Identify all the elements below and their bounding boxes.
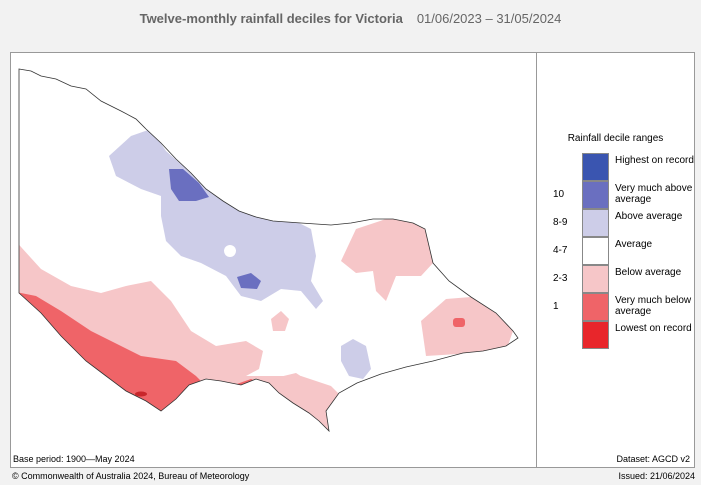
map-title: Twelve-monthly rainfall deciles for Vict… (0, 11, 701, 26)
above-average-gippsland (341, 339, 371, 379)
legend-swatch (582, 321, 609, 349)
very-much-below-east (453, 318, 465, 327)
legend-swatch (582, 237, 609, 265)
very-much-above-central (237, 273, 261, 289)
copyright: © Commonwealth of Australia 2024, Bureau… (12, 471, 250, 481)
legend-item: 2-3 Below average (537, 265, 694, 293)
map-panel: Rainfall decile ranges Highest on record… (10, 52, 695, 468)
legend-code: 2-3 (553, 273, 568, 284)
lowest-spot (135, 391, 147, 397)
below-average-central (271, 311, 289, 331)
legend-item: 10 Very much above average (537, 181, 694, 209)
legend-code: 10 (553, 189, 565, 200)
legend-item: Lowest on record (537, 321, 694, 349)
below-average-northeast (341, 216, 433, 301)
legend-label: Very much above average (615, 183, 693, 205)
legend-label: Average (615, 239, 653, 250)
dataset: Dataset: AGCD v2 (616, 454, 690, 464)
above-average-north (109, 129, 323, 309)
legend-label: Lowest on record (615, 323, 692, 334)
legend-label: Below average (615, 267, 682, 278)
legend: Rainfall decile ranges Highest on record… (537, 53, 694, 467)
legend-code: 1 (553, 301, 559, 312)
legend-swatch (582, 209, 609, 237)
legend-item: 8-9 Above average (537, 209, 694, 237)
issued-date: Issued: 21/06/2024 (618, 471, 695, 481)
legend-code: 4-7 (553, 245, 568, 256)
legend-swatch (582, 181, 609, 209)
legend-swatch (582, 293, 609, 321)
base-period: Base period: 1900—May 2024 (13, 454, 135, 464)
legend-label: Very much below average (615, 295, 692, 317)
victoria-map (11, 53, 537, 467)
legend-swatch (582, 153, 609, 181)
legend-label: Above average (615, 211, 683, 222)
legend-code: 8-9 (553, 217, 568, 228)
legend-label: Highest on record (615, 155, 694, 166)
very-much-above-north (169, 169, 209, 201)
below-average-east (421, 297, 513, 356)
period-text: 01/06/2023 – 31/05/2024 (416, 11, 562, 26)
title-text: Twelve-monthly rainfall deciles for Vict… (139, 11, 403, 26)
legend-item: Highest on record (537, 153, 694, 181)
legend-title: Rainfall decile ranges (567, 133, 664, 144)
legend-item: 4-7 Average (537, 237, 694, 265)
legend-item: 1 Very much below average (537, 293, 694, 321)
legend-swatch (582, 265, 609, 293)
